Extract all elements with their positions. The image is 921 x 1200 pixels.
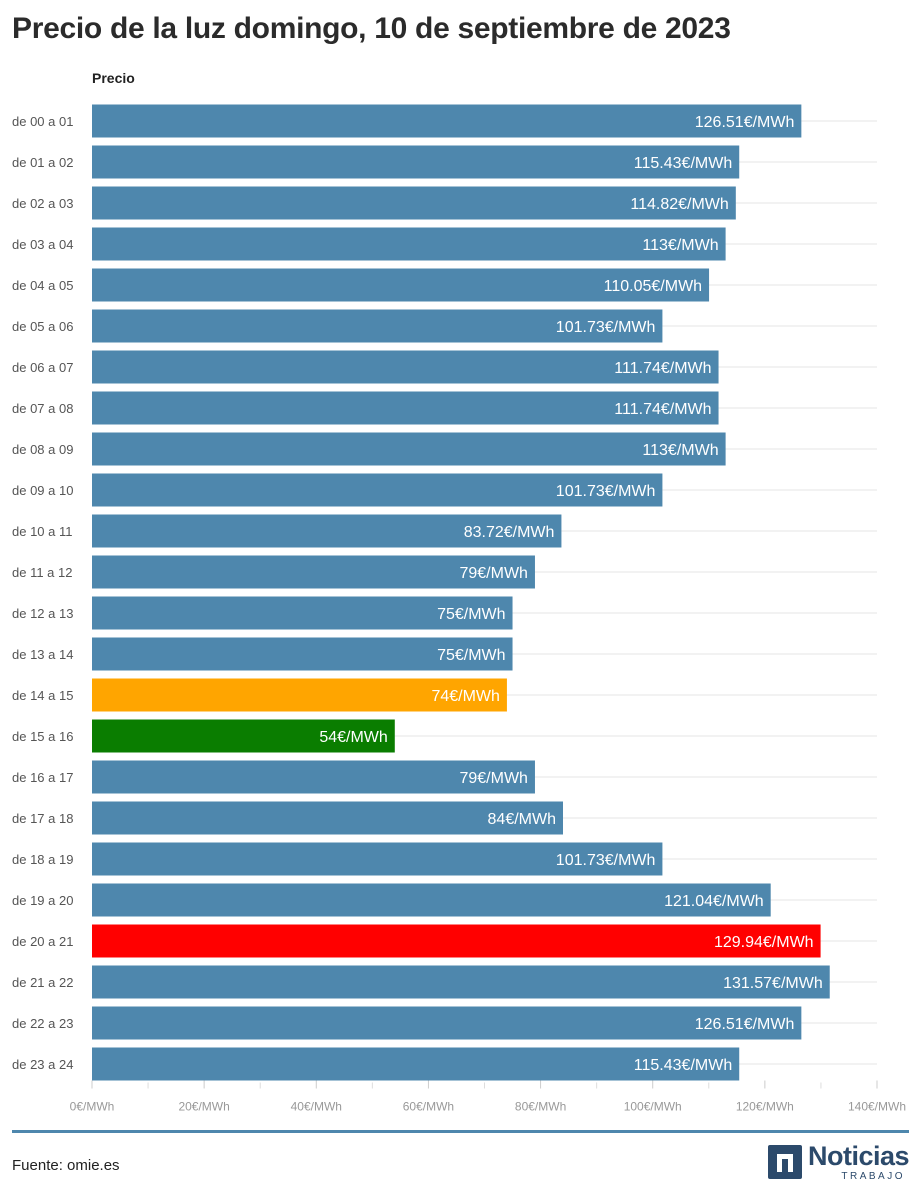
bar: [92, 637, 513, 671]
bar-chart: de 00 a 01 126.51€/MWh de 01 a 02 115.43€/M…: [12, 104, 906, 1114]
series-header: Precio: [92, 70, 135, 86]
value-label: 54€/MWh: [319, 729, 387, 746]
category-label: de 13 a 14: [12, 647, 73, 662]
value-label: 113€/MWh: [642, 442, 718, 459]
bar: [92, 555, 535, 589]
x-tick-label: 120€/MWh: [736, 1100, 794, 1114]
value-label: 101.73€/MWh: [556, 319, 656, 336]
noticias-trabajo-logo: Noticias TRABAJO: [768, 1141, 913, 1182]
x-tick-label: 100€/MWh: [624, 1100, 682, 1114]
category-label: de 04 a 05: [12, 278, 73, 293]
bar: [92, 924, 821, 958]
value-label: 115.43€/MWh: [634, 1057, 732, 1074]
value-label: 113€/MWh: [642, 237, 718, 254]
category-label: de 19 a 20: [12, 893, 73, 908]
logo-wordmark: Noticias: [808, 1141, 910, 1171]
bar: [92, 309, 663, 343]
bar: [92, 145, 740, 179]
bar: [92, 1047, 740, 1081]
value-label: 79€/MWh: [459, 770, 527, 787]
bar: [92, 719, 395, 753]
value-label: 101.73€/MWh: [556, 483, 656, 500]
bar: [92, 227, 726, 261]
bar: [92, 801, 563, 835]
x-tick-label: 0€/MWh: [70, 1100, 115, 1114]
x-tick-label: 80€/MWh: [515, 1100, 566, 1114]
bar: [92, 432, 726, 466]
bar: [92, 842, 663, 876]
category-label: de 14 a 15: [12, 688, 73, 703]
bar: [92, 473, 663, 507]
category-label: de 08 a 09: [12, 442, 73, 457]
bar: [92, 1006, 802, 1040]
value-label: 115.43€/MWh: [634, 155, 732, 172]
value-label: 111.74€/MWh: [614, 360, 711, 377]
bar: [92, 350, 719, 384]
category-label: de 05 a 06: [12, 319, 73, 334]
category-label: de 06 a 07: [12, 360, 73, 375]
chart-title: Precio de la luz domingo, 10 de septiemb…: [12, 12, 731, 45]
value-label: 129.94€/MWh: [714, 934, 814, 951]
bar: [92, 678, 507, 712]
category-label: de 03 a 04: [12, 237, 73, 252]
value-label: 84€/MWh: [488, 811, 556, 828]
value-label: 121.04€/MWh: [664, 893, 764, 910]
category-label: de 21 a 22: [12, 975, 73, 990]
category-label: de 07 a 08: [12, 401, 73, 416]
value-label: 114.82€/MWh: [630, 196, 728, 213]
x-tick-label: 20€/MWh: [178, 1100, 229, 1114]
bar: [92, 186, 736, 220]
x-tick-label: 60€/MWh: [403, 1100, 454, 1114]
x-tick-label: 140€/MWh: [848, 1100, 906, 1114]
bar: [92, 596, 513, 630]
source-note: Fuente: omie.es: [12, 1157, 120, 1174]
category-label: de 01 a 02: [12, 155, 73, 170]
value-label: 74€/MWh: [431, 688, 499, 705]
category-label: de 20 a 21: [12, 934, 73, 949]
category-label: de 10 a 11: [12, 524, 72, 539]
value-label: 75€/MWh: [437, 606, 505, 623]
bar: [92, 514, 562, 548]
category-label: de 02 a 03: [12, 196, 73, 211]
bar: [92, 883, 771, 917]
value-label: 126.51€/MWh: [695, 114, 795, 131]
category-label: de 00 a 01: [12, 114, 73, 129]
category-label: de 12 a 13: [12, 606, 73, 621]
bar: [92, 104, 802, 138]
value-label: 110.05€/MWh: [604, 278, 702, 295]
bar: [92, 760, 535, 794]
x-tick-label: 40€/MWh: [291, 1100, 342, 1114]
category-label: de 23 a 24: [12, 1057, 73, 1072]
category-label: de 16 a 17: [12, 770, 73, 785]
logo-n-icon: [768, 1145, 802, 1179]
logo-subtitle: TRABAJO: [841, 1171, 905, 1182]
bar: [92, 965, 830, 999]
value-label: 83.72€/MWh: [464, 524, 555, 541]
category-label: de 22 a 23: [12, 1016, 73, 1031]
value-label: 79€/MWh: [459, 565, 527, 582]
value-label: 131.57€/MWh: [723, 975, 823, 992]
value-label: 101.73€/MWh: [556, 852, 656, 869]
category-label: de 11 a 12: [12, 565, 72, 580]
bar: [92, 391, 719, 425]
bar: [92, 268, 710, 302]
value-label: 111.74€/MWh: [614, 401, 711, 418]
footer-rule: [12, 1130, 909, 1133]
value-label: 75€/MWh: [437, 647, 505, 664]
category-label: de 15 a 16: [12, 729, 73, 744]
category-label: de 17 a 18: [12, 811, 73, 826]
category-label: de 18 a 19: [12, 852, 73, 867]
value-label: 126.51€/MWh: [695, 1016, 795, 1033]
category-label: de 09 a 10: [12, 483, 73, 498]
